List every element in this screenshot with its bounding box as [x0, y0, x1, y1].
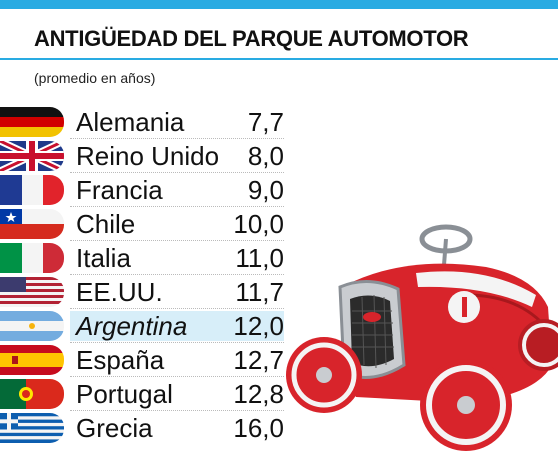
uk-flag-icon: [0, 141, 64, 171]
ranking-table: Alemania 7,7 Reino Unido 8,0: [0, 105, 300, 445]
country-label: Grecia: [76, 413, 153, 443]
country-label: Italia: [76, 243, 131, 273]
value-label: 10,0: [233, 209, 284, 239]
car-grille-icon: [338, 280, 406, 379]
table-row: Grecia 16,0: [0, 411, 300, 445]
table-row: España 12,7: [0, 343, 300, 377]
table-row: EE.UU. 11,7: [0, 275, 300, 309]
country-label: España: [76, 345, 165, 375]
number-badge-icon: [448, 291, 480, 323]
title-divider: [0, 58, 558, 60]
value-label: 9,0: [247, 175, 284, 205]
pedal-car-illustration: [286, 224, 558, 451]
france-flag-icon: [0, 175, 64, 205]
value-label: 11,0: [235, 243, 284, 273]
table-row: Italia 11,0: [0, 241, 300, 275]
value-label: 8,0: [247, 141, 284, 171]
chart-title: ANTIGÜEDAD DEL PARQUE AUTOMOTOR: [34, 26, 469, 51]
portugal-flag-icon: [0, 379, 64, 409]
value-label: 12,7: [233, 345, 284, 375]
table-row: Alemania 7,7: [0, 105, 300, 139]
wheel-icon: [518, 319, 558, 371]
greece-flag-icon: [0, 413, 64, 443]
country-label: Argentina: [76, 311, 188, 341]
usa-flag-icon: [0, 277, 64, 307]
value-label: 7,7: [247, 107, 284, 137]
table-row-highlighted: Argentina 12,0: [0, 309, 300, 343]
table-row: Francia 9,0: [0, 173, 300, 207]
country-label: Chile: [76, 209, 136, 239]
country-label: Portugal: [76, 379, 173, 409]
steering-wheel-icon: [419, 224, 473, 266]
argentina-flag-icon: [0, 311, 64, 341]
wheel-icon: [420, 359, 512, 451]
value-label: 12,8: [233, 379, 284, 409]
country-label: Alemania: [76, 107, 185, 137]
table-row: Portugal 12,8: [0, 377, 300, 411]
spain-flag-icon: [0, 345, 64, 375]
value-label: 11,7: [235, 277, 284, 307]
wheel-icon: [286, 337, 362, 413]
value-label: 12,0: [233, 311, 284, 341]
table-row: Reino Unido 8,0: [0, 139, 300, 173]
highlight-band: [70, 311, 284, 341]
germany-flag-icon: [0, 107, 64, 137]
country-label: Francia: [76, 175, 163, 205]
value-label: 16,0: [233, 413, 284, 443]
chart-subtitle: (promedio en años): [34, 70, 156, 86]
country-label: Reino Unido: [76, 141, 220, 171]
table-row: Chile 10,0: [0, 207, 300, 241]
italy-flag-icon: [0, 243, 64, 273]
country-label: EE.UU.: [76, 277, 163, 307]
chile-flag-icon: [0, 209, 64, 239]
top-accent-bar: [0, 0, 558, 9]
